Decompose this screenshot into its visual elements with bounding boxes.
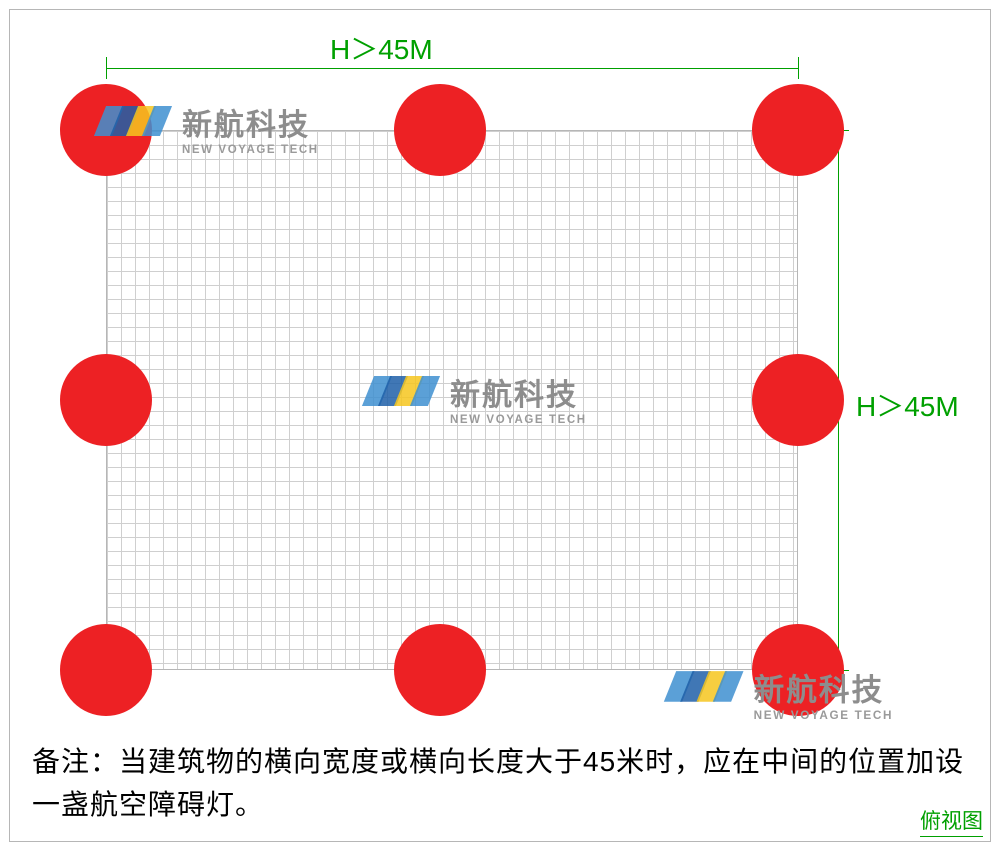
- dim-top-label: H＞45M: [330, 28, 433, 68]
- dim-top-tick-right: [798, 57, 799, 79]
- dim-top-line: [106, 68, 798, 69]
- dim-right-label: H＞45M: [856, 385, 959, 425]
- obstruction-light-5: [752, 354, 844, 446]
- obstruction-light-7: [394, 624, 486, 716]
- obstruction-light-6: [60, 624, 152, 716]
- obstruction-light-2: [394, 84, 486, 176]
- building-roof-plan: [106, 130, 798, 670]
- obstruction-light-3: [752, 84, 844, 176]
- obstruction-light-8: [752, 624, 844, 716]
- obstruction-light-1: [60, 84, 152, 176]
- view-label: 俯视图: [920, 805, 983, 837]
- dim-top-tick-left: [106, 57, 107, 79]
- diagram-note: 备注：当建筑物的横向宽度或横向长度大于45米时，应在中间的位置加设一盏航空障碍灯…: [32, 740, 968, 827]
- obstruction-light-4: [60, 354, 152, 446]
